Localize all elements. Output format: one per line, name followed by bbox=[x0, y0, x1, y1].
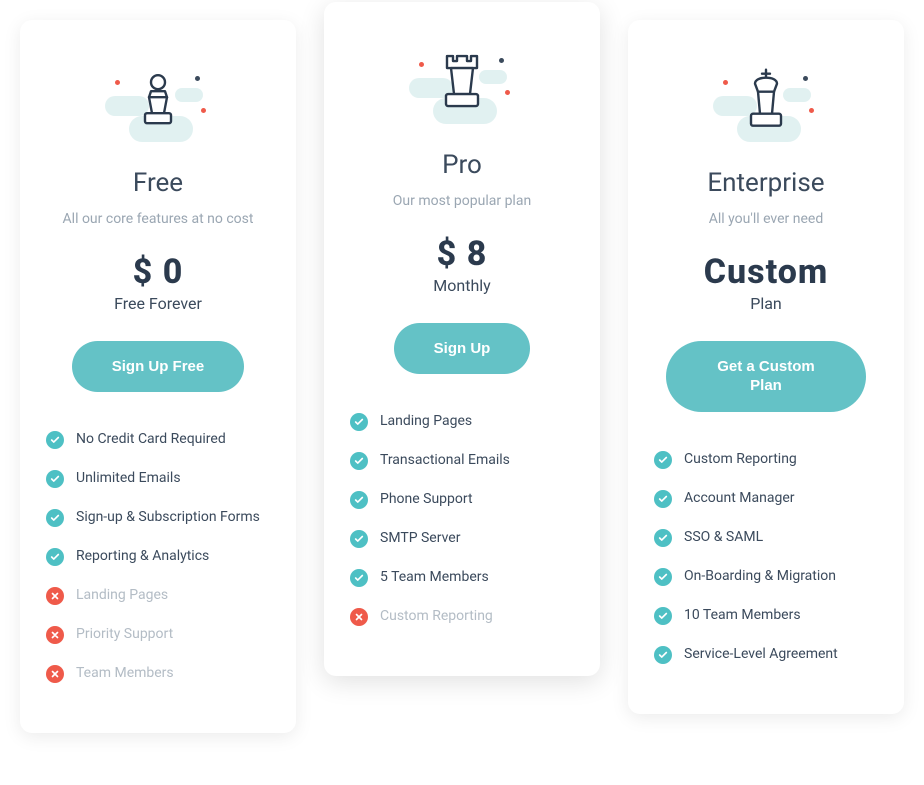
feature-item: SMTP Server bbox=[350, 529, 574, 548]
plan-name: Pro bbox=[350, 150, 574, 180]
feature-item: Custom Reporting bbox=[350, 607, 574, 626]
plan-price: $ 8 bbox=[350, 234, 574, 274]
pricing-card-enterprise: Enterprise All you'll ever need Custom Plan… bbox=[628, 20, 904, 714]
plan-name: Enterprise bbox=[654, 168, 878, 198]
check-icon bbox=[654, 529, 672, 547]
feature-item: On-Boarding & Migration bbox=[654, 567, 878, 586]
check-icon bbox=[350, 491, 368, 509]
check-icon bbox=[46, 470, 64, 488]
feature-list: Custom Reporting Account Manager SSO & SAM… bbox=[654, 450, 878, 664]
pricing-row: Free All our core features at no cost $ 0 F… bbox=[20, 20, 904, 733]
feature-label: Account Manager bbox=[684, 489, 795, 507]
feature-item: Service-Level Agreement bbox=[654, 645, 878, 664]
check-icon bbox=[350, 413, 368, 431]
feature-label: Service-Level Agreement bbox=[684, 645, 838, 663]
feature-label: 10 Team Members bbox=[684, 606, 801, 624]
check-icon bbox=[654, 646, 672, 664]
pricing-card-free: Free All our core features at no cost $ 0 F… bbox=[20, 20, 296, 733]
plan-tagline: Our most popular plan bbox=[350, 192, 574, 212]
cross-icon bbox=[46, 665, 64, 683]
cross-icon bbox=[46, 626, 64, 644]
check-icon bbox=[654, 490, 672, 508]
feature-label: Unlimited Emails bbox=[76, 469, 181, 487]
check-icon bbox=[654, 451, 672, 469]
feature-item: Sign-up & Subscription Forms bbox=[46, 508, 270, 527]
check-icon bbox=[350, 530, 368, 548]
plan-price: $ 0 bbox=[46, 252, 270, 292]
feature-item: Priority Support bbox=[46, 625, 270, 644]
cta-button-pro[interactable]: Sign Up bbox=[394, 323, 531, 375]
plan-price: Custom bbox=[654, 252, 878, 292]
check-icon bbox=[654, 607, 672, 625]
cta-button-free[interactable]: Sign Up Free bbox=[72, 341, 245, 393]
check-icon bbox=[654, 568, 672, 586]
check-icon bbox=[46, 548, 64, 566]
feature-list: No Credit Card Required Unlimited Emails S… bbox=[46, 430, 270, 683]
check-icon bbox=[350, 569, 368, 587]
plan-price-sub: Free Forever bbox=[46, 294, 270, 313]
cta-button-enterprise[interactable]: Get a Custom Plan bbox=[666, 341, 866, 412]
feature-item: Account Manager bbox=[654, 489, 878, 508]
feature-item: 10 Team Members bbox=[654, 606, 878, 625]
feature-item: Transactional Emails bbox=[350, 451, 574, 470]
feature-label: Sign-up & Subscription Forms bbox=[76, 508, 260, 526]
check-icon bbox=[46, 431, 64, 449]
check-icon bbox=[350, 452, 368, 470]
feature-list: Landing Pages Transactional Emails Phone S… bbox=[350, 412, 574, 626]
rook-icon bbox=[350, 48, 574, 128]
plan-tagline: All you'll ever need bbox=[654, 210, 878, 230]
feature-label: Phone Support bbox=[380, 490, 473, 508]
feature-item: Team Members bbox=[46, 664, 270, 683]
feature-label: Landing Pages bbox=[380, 412, 472, 430]
plan-price-sub: Monthly bbox=[350, 276, 574, 295]
feature-item: Landing Pages bbox=[350, 412, 574, 431]
feature-item: Landing Pages bbox=[46, 586, 270, 605]
plan-tagline: All our core features at no cost bbox=[46, 210, 270, 230]
pricing-card-pro: Pro Our most popular plan $ 8 Monthly Sign U… bbox=[324, 2, 600, 676]
feature-label: No Credit Card Required bbox=[76, 430, 226, 448]
feature-label: Team Members bbox=[76, 664, 174, 682]
feature-label: Landing Pages bbox=[76, 586, 168, 604]
feature-item: Unlimited Emails bbox=[46, 469, 270, 488]
feature-label: Custom Reporting bbox=[380, 607, 493, 625]
plan-name: Free bbox=[46, 168, 270, 198]
feature-item: Reporting & Analytics bbox=[46, 547, 270, 566]
pawn-icon bbox=[46, 66, 270, 146]
feature-item: SSO & SAML bbox=[654, 528, 878, 547]
feature-item: 5 Team Members bbox=[350, 568, 574, 587]
cross-icon bbox=[350, 608, 368, 626]
feature-item: No Credit Card Required bbox=[46, 430, 270, 449]
feature-label: Transactional Emails bbox=[380, 451, 510, 469]
feature-item: Phone Support bbox=[350, 490, 574, 509]
plan-price-sub: Plan bbox=[654, 294, 878, 313]
feature-label: 5 Team Members bbox=[380, 568, 489, 586]
feature-label: SSO & SAML bbox=[684, 528, 763, 546]
king-icon bbox=[654, 66, 878, 146]
feature-label: Reporting & Analytics bbox=[76, 547, 209, 565]
feature-label: SMTP Server bbox=[380, 529, 460, 547]
check-icon bbox=[46, 509, 64, 527]
feature-label: Custom Reporting bbox=[684, 450, 797, 468]
feature-label: On-Boarding & Migration bbox=[684, 567, 836, 585]
cross-icon bbox=[46, 587, 64, 605]
feature-label: Priority Support bbox=[76, 625, 173, 643]
feature-item: Custom Reporting bbox=[654, 450, 878, 469]
